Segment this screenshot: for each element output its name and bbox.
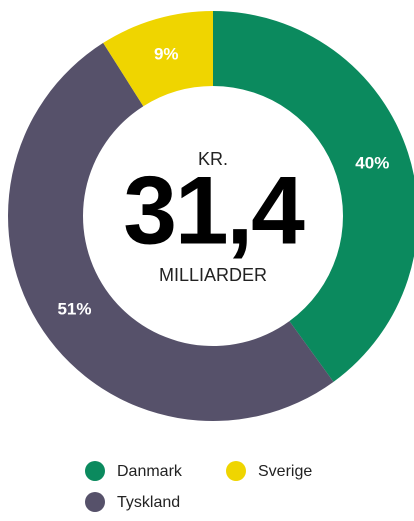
legend-label: Danmark (117, 463, 183, 480)
donut-slice (103, 11, 213, 107)
value-label: 51% (57, 300, 91, 319)
legend-swatch (85, 461, 105, 481)
legend: Danmark Tyskland Sverige (85, 461, 312, 512)
donut-slice (7, 42, 334, 422)
donut-slice (213, 11, 414, 382)
legend-swatch (226, 461, 246, 481)
center-bottom-label: MILLIARDER (159, 265, 267, 285)
legend-label: Sverige (258, 463, 312, 480)
legend-swatch (85, 492, 105, 512)
center-top-label: KR. (198, 149, 228, 169)
donut: 40% 51% 9% (7, 11, 414, 422)
value-label: 40% (355, 154, 389, 173)
center-value: 31,4 (123, 158, 305, 265)
legend-label: Tyskland (117, 494, 180, 511)
value-label: 9% (154, 45, 179, 64)
